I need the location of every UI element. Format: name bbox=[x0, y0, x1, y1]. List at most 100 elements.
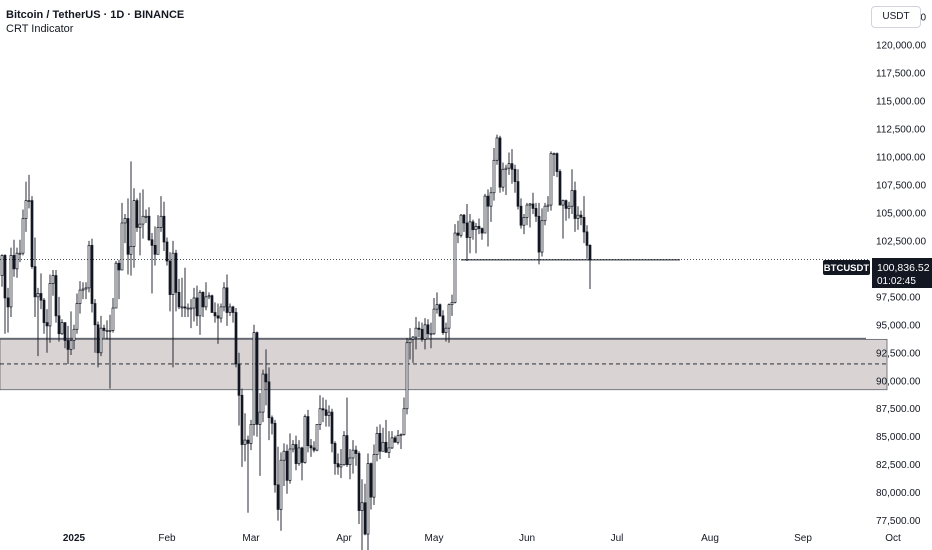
candle-body-down bbox=[369, 463, 373, 498]
candle bbox=[372, 444, 376, 505]
candle-body-up bbox=[81, 288, 85, 291]
candle bbox=[81, 282, 85, 300]
candle bbox=[393, 435, 397, 443]
candle bbox=[48, 274, 52, 343]
candle bbox=[54, 269, 58, 323]
candle bbox=[588, 244, 592, 289]
candle-body-down bbox=[183, 306, 187, 309]
candle-body-up bbox=[27, 200, 31, 202]
candle-body-up bbox=[381, 441, 385, 452]
candle-body-up bbox=[75, 303, 79, 330]
candle-body-down bbox=[225, 287, 229, 313]
price-tag-bg bbox=[872, 258, 932, 288]
candle-body-up bbox=[429, 333, 433, 336]
candle bbox=[324, 399, 328, 427]
candle-body-up bbox=[204, 296, 208, 308]
candle bbox=[522, 214, 526, 235]
candle-body-up bbox=[459, 214, 463, 236]
candle-body-up bbox=[375, 433, 379, 455]
candle-body-down bbox=[90, 245, 94, 304]
candle bbox=[246, 435, 250, 513]
candle bbox=[540, 208, 544, 257]
candle-body-down bbox=[213, 312, 217, 317]
candle-body-up bbox=[342, 435, 346, 466]
symbol-title[interactable]: Bitcoin / TetherUS · 1D · BINANCE bbox=[6, 9, 185, 21]
candle-body-down bbox=[321, 408, 325, 411]
candle bbox=[126, 198, 130, 275]
symbol-tag-text: BTCUSDT bbox=[824, 263, 870, 274]
candle bbox=[435, 292, 439, 314]
candle bbox=[102, 324, 106, 339]
candle-body-up bbox=[123, 218, 127, 224]
candle-body-up bbox=[501, 168, 505, 188]
candle bbox=[138, 192, 142, 256]
candle-body-up bbox=[453, 232, 457, 303]
candle-body-down bbox=[147, 215, 151, 241]
currency-button[interactable]: USDT bbox=[871, 6, 921, 28]
candle-body-up bbox=[72, 328, 76, 341]
candle-body-down bbox=[255, 332, 259, 425]
x-tick-label: May bbox=[425, 533, 444, 544]
candle-body-up bbox=[318, 408, 322, 425]
candle-body-down bbox=[534, 208, 538, 217]
y-tick-label: 112,500.00 bbox=[876, 124, 926, 135]
candle bbox=[231, 305, 235, 323]
candle-body-up bbox=[192, 297, 196, 309]
candle bbox=[558, 169, 562, 206]
candle-body-up bbox=[120, 222, 124, 271]
y-tick-label: 85,000.00 bbox=[876, 432, 921, 443]
candle bbox=[432, 297, 436, 335]
candle-body-down bbox=[438, 304, 442, 317]
candle bbox=[156, 215, 160, 255]
candle-body-down bbox=[480, 228, 484, 234]
candle-body-up bbox=[171, 252, 175, 295]
candle bbox=[9, 247, 13, 317]
candle-body-up bbox=[546, 204, 550, 207]
candle bbox=[264, 349, 268, 406]
candle bbox=[528, 202, 532, 228]
candle-body-up bbox=[399, 434, 403, 436]
candle bbox=[552, 152, 556, 176]
candle bbox=[573, 181, 577, 232]
candle bbox=[87, 240, 91, 293]
candle-body-up bbox=[468, 221, 472, 238]
candle bbox=[423, 318, 427, 350]
candle-body-up bbox=[48, 283, 52, 327]
candle bbox=[93, 299, 97, 353]
indicator-label[interactable]: CRT Indicator bbox=[6, 23, 74, 35]
x-tick-label: Sep bbox=[794, 533, 812, 544]
candle-body-up bbox=[18, 252, 22, 255]
candle-body-up bbox=[252, 332, 256, 425]
candle bbox=[159, 196, 163, 232]
candle bbox=[207, 292, 211, 300]
candle-body-down bbox=[195, 297, 199, 317]
candle bbox=[252, 324, 256, 436]
candle bbox=[240, 388, 244, 467]
symbol-tag-bg bbox=[823, 260, 870, 275]
candle-body-up bbox=[258, 411, 262, 425]
time-axis[interactable]: 2025 Feb Mar Apr May Jun Jul Aug Sep Oct bbox=[63, 533, 901, 544]
y-tick-label: 107,500.00 bbox=[876, 180, 926, 191]
candle-body-down bbox=[57, 315, 61, 335]
candle bbox=[354, 445, 358, 466]
candle bbox=[183, 267, 187, 317]
candle-body-up bbox=[261, 373, 265, 413]
candle bbox=[297, 440, 301, 466]
candle bbox=[39, 273, 43, 310]
candle-body-up bbox=[108, 330, 112, 332]
candle bbox=[114, 261, 118, 309]
candle bbox=[516, 169, 520, 210]
candle bbox=[282, 443, 286, 486]
candle bbox=[429, 322, 433, 349]
candle-body-down bbox=[165, 241, 169, 262]
candle bbox=[147, 207, 151, 241]
candle bbox=[498, 135, 502, 193]
candle-body-up bbox=[540, 220, 544, 253]
candle-body-down bbox=[210, 295, 214, 313]
candle bbox=[336, 453, 340, 475]
candle bbox=[12, 239, 16, 277]
candle bbox=[405, 338, 409, 415]
candle bbox=[90, 238, 94, 313]
y-tick-label: 77,500.00 bbox=[876, 516, 921, 527]
